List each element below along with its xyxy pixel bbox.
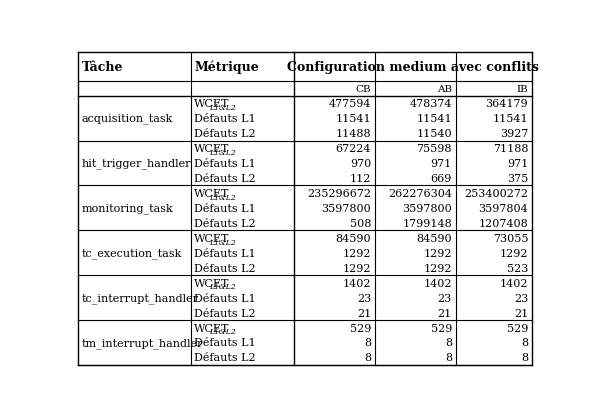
Text: IB: IB bbox=[516, 85, 528, 93]
Text: 3597804: 3597804 bbox=[478, 203, 528, 214]
Text: Défauts L1: Défauts L1 bbox=[194, 159, 256, 169]
Text: Défauts L1: Défauts L1 bbox=[194, 248, 256, 258]
Text: 23: 23 bbox=[438, 293, 452, 303]
Text: 970: 970 bbox=[350, 159, 371, 169]
Text: hit_trigger_handler: hit_trigger_handler bbox=[82, 158, 191, 169]
Text: 23: 23 bbox=[514, 293, 528, 303]
Text: L1&L2: L1&L2 bbox=[209, 193, 236, 201]
Text: acquisition_task: acquisition_task bbox=[82, 114, 173, 124]
Text: 11540: 11540 bbox=[416, 129, 452, 139]
Text: CB: CB bbox=[356, 85, 371, 93]
Text: 21: 21 bbox=[357, 308, 371, 318]
Text: Défauts L2: Défauts L2 bbox=[194, 308, 256, 318]
Text: 1292: 1292 bbox=[343, 263, 371, 273]
Text: 508: 508 bbox=[350, 218, 371, 228]
Text: 75598: 75598 bbox=[416, 144, 452, 154]
Text: Métrique: Métrique bbox=[194, 60, 259, 74]
Text: WCET: WCET bbox=[194, 188, 230, 198]
Text: Défauts L2: Défauts L2 bbox=[194, 218, 256, 228]
Text: L1&L2: L1&L2 bbox=[209, 104, 236, 112]
Text: monitoring_task: monitoring_task bbox=[82, 203, 174, 214]
Text: 523: 523 bbox=[507, 263, 528, 273]
Text: L1&L2: L1&L2 bbox=[209, 149, 236, 157]
Text: AB: AB bbox=[437, 85, 452, 93]
Text: tm_interrupt_handler: tm_interrupt_handler bbox=[82, 337, 203, 348]
Text: 971: 971 bbox=[507, 159, 528, 169]
Text: 1292: 1292 bbox=[424, 248, 452, 258]
Text: 3927: 3927 bbox=[500, 129, 528, 139]
Text: 477594: 477594 bbox=[328, 99, 371, 109]
Text: 1799148: 1799148 bbox=[402, 218, 452, 228]
Text: Tâche: Tâche bbox=[82, 61, 123, 74]
Text: L1&L2: L1&L2 bbox=[209, 283, 236, 291]
Text: 73055: 73055 bbox=[493, 233, 528, 243]
Text: 8: 8 bbox=[445, 353, 452, 363]
Text: 1402: 1402 bbox=[424, 278, 452, 288]
Text: 8: 8 bbox=[364, 338, 371, 348]
Text: Défauts L1: Défauts L1 bbox=[194, 203, 256, 214]
Text: WCET: WCET bbox=[194, 278, 230, 288]
Text: 112: 112 bbox=[350, 173, 371, 183]
Text: WCET: WCET bbox=[194, 99, 230, 109]
Text: 21: 21 bbox=[438, 308, 452, 318]
Text: 21: 21 bbox=[514, 308, 528, 318]
Text: 8: 8 bbox=[521, 353, 528, 363]
Text: 235296672: 235296672 bbox=[307, 188, 371, 198]
Text: Configuration medium avec conflits: Configuration medium avec conflits bbox=[287, 61, 539, 74]
Text: 84590: 84590 bbox=[336, 233, 371, 243]
Text: Défauts L1: Défauts L1 bbox=[194, 338, 256, 348]
Text: Défauts L2: Défauts L2 bbox=[194, 129, 256, 139]
Text: 971: 971 bbox=[431, 159, 452, 169]
Text: tc_interrupt_handler: tc_interrupt_handler bbox=[82, 292, 199, 303]
Text: 8: 8 bbox=[364, 353, 371, 363]
Text: 529: 529 bbox=[431, 323, 452, 333]
Text: 1207408: 1207408 bbox=[478, 218, 528, 228]
Text: WCET: WCET bbox=[194, 233, 230, 243]
Text: 364179: 364179 bbox=[486, 99, 528, 109]
Text: 3597800: 3597800 bbox=[321, 203, 371, 214]
Text: 478374: 478374 bbox=[409, 99, 452, 109]
Text: 1292: 1292 bbox=[343, 248, 371, 258]
Text: 1402: 1402 bbox=[500, 278, 528, 288]
Text: 11541: 11541 bbox=[336, 114, 371, 124]
Text: WCET: WCET bbox=[194, 323, 230, 333]
Text: 529: 529 bbox=[507, 323, 528, 333]
Text: 1292: 1292 bbox=[500, 248, 528, 258]
Text: 8: 8 bbox=[521, 338, 528, 348]
Text: Défauts L1: Défauts L1 bbox=[194, 293, 256, 303]
Text: 375: 375 bbox=[507, 173, 528, 183]
Text: tc_execution_task: tc_execution_task bbox=[82, 248, 182, 259]
Text: 1292: 1292 bbox=[424, 263, 452, 273]
Text: 669: 669 bbox=[431, 173, 452, 183]
Text: Défauts L2: Défauts L2 bbox=[194, 263, 256, 273]
Text: 23: 23 bbox=[357, 293, 371, 303]
Text: 11541: 11541 bbox=[416, 114, 452, 124]
Text: 71188: 71188 bbox=[493, 144, 528, 154]
Text: 11541: 11541 bbox=[493, 114, 528, 124]
Text: 1402: 1402 bbox=[343, 278, 371, 288]
Text: 67224: 67224 bbox=[336, 144, 371, 154]
Text: 8: 8 bbox=[445, 338, 452, 348]
Text: WCET: WCET bbox=[194, 144, 230, 154]
Text: 84590: 84590 bbox=[416, 233, 452, 243]
Text: Défauts L2: Défauts L2 bbox=[194, 353, 256, 363]
Text: 262276304: 262276304 bbox=[388, 188, 452, 198]
Text: 11488: 11488 bbox=[336, 129, 371, 139]
Text: L1&L2: L1&L2 bbox=[209, 328, 236, 335]
Text: L1&L2: L1&L2 bbox=[209, 238, 236, 246]
Text: 253400272: 253400272 bbox=[464, 188, 528, 198]
Text: 529: 529 bbox=[350, 323, 371, 333]
Text: Défauts L2: Défauts L2 bbox=[194, 173, 256, 183]
Text: 3597800: 3597800 bbox=[402, 203, 452, 214]
Text: Défauts L1: Défauts L1 bbox=[194, 114, 256, 124]
